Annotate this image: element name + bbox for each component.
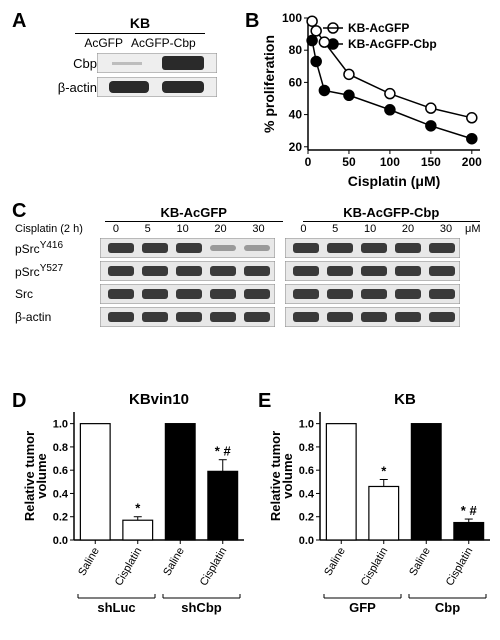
svg-text:0.2: 0.2 (299, 512, 314, 524)
blot-strip (100, 284, 275, 304)
dose-label: 0 (300, 223, 306, 235)
svg-text:Saline: Saline (76, 546, 102, 578)
panel-a-header: KB (55, 15, 225, 31)
svg-text:KBvin10: KBvin10 (129, 391, 189, 408)
panel-a-row0: Cbp (55, 56, 97, 71)
svg-text:0.2: 0.2 (53, 512, 68, 524)
svg-text:0.8: 0.8 (299, 442, 314, 454)
svg-text:60: 60 (289, 75, 303, 89)
dose-label: 30 (252, 223, 264, 235)
panel-c-right-header: KB-AcGFP-Cbp (298, 205, 486, 220)
svg-text:20: 20 (289, 140, 303, 154)
svg-text:0: 0 (305, 155, 312, 169)
svg-text:Cisplatin: Cisplatin (113, 546, 144, 589)
panel-c-unit: μM (465, 223, 485, 235)
svg-text:volume: volume (280, 453, 295, 499)
svg-text:0.4: 0.4 (299, 488, 315, 500)
svg-text:0.6: 0.6 (299, 465, 314, 477)
panel-c-row-label: pSrcY527 (15, 263, 100, 279)
figure: A KB AcGFP AcGFP-Cbp Cbp β-actin B 20 40 6… (10, 10, 490, 630)
svg-text:Cbp: Cbp (435, 600, 460, 615)
svg-text:GFP: GFP (349, 600, 376, 615)
svg-text:100: 100 (282, 11, 302, 25)
dose-label: 0 (113, 223, 119, 235)
panel-c-row-label: β-actin (15, 310, 100, 324)
svg-text:Cisplatin: Cisplatin (359, 546, 390, 589)
blot-strip (285, 238, 460, 258)
dose-label: 30 (440, 223, 452, 235)
svg-text:shLuc: shLuc (97, 600, 135, 615)
svg-text:0.8: 0.8 (53, 442, 68, 454)
svg-text:Cisplatin (μM): Cisplatin (μM) (348, 173, 441, 189)
svg-text:KB-AcGFP: KB-AcGFP (348, 21, 409, 35)
svg-text:Saline: Saline (407, 546, 433, 578)
dose-label: 20 (402, 223, 414, 235)
svg-text:volume: volume (34, 453, 49, 499)
panel-c-rowheader: Cisplatin (2 h) (15, 223, 100, 235)
dose-label: 5 (145, 223, 151, 235)
panel-b-chart: 20 40 60 80 100 0 50 100 150 200 Cisplatin (μM) % p… (260, 10, 490, 190)
panel-c-row-label: Src (15, 287, 100, 301)
blot-strip (100, 238, 275, 258)
svg-text:% proliferation: % proliferation (261, 35, 277, 133)
blot-strip (100, 307, 275, 327)
blot-strip (285, 261, 460, 281)
svg-text:200: 200 (462, 155, 482, 169)
svg-text:*: * (381, 463, 387, 478)
panel-a-row1: β-actin (55, 80, 97, 95)
blot-strip (285, 284, 460, 304)
dose-label: 10 (364, 223, 376, 235)
svg-text:Cisplatin: Cisplatin (444, 546, 475, 589)
blot-actin-a (97, 77, 217, 97)
svg-text:0.6: 0.6 (53, 465, 68, 477)
blot-cbp (97, 53, 217, 73)
panel-b-label: B (245, 10, 259, 33)
svg-text:KB-AcGFP-Cbp: KB-AcGFP-Cbp (348, 37, 437, 51)
svg-text:80: 80 (289, 43, 303, 57)
dose-label: 20 (214, 223, 226, 235)
blot-strip (100, 261, 275, 281)
svg-text:0.0: 0.0 (53, 535, 68, 547)
svg-text:Saline: Saline (322, 546, 348, 578)
panel-c-row-label: pSrcY416 (15, 240, 100, 256)
svg-text:150: 150 (421, 155, 441, 169)
panel-e-chart: KB0.00.20.40.60.81.0Relative tumorvolume… (268, 390, 498, 625)
blot-strip (285, 307, 460, 327)
panel-a-lane-1: AcGFP-Cbp (131, 36, 196, 50)
svg-text:50: 50 (342, 155, 356, 169)
panel-a-label: A (12, 10, 26, 33)
dose-label: 5 (332, 223, 338, 235)
svg-text:Saline: Saline (161, 546, 187, 578)
svg-text:Cisplatin: Cisplatin (198, 546, 229, 589)
panel-a-lane-0: AcGFP (84, 36, 123, 50)
svg-text:0.0: 0.0 (299, 535, 314, 547)
panel-c: KB-AcGFP KB-AcGFP-Cbp Cisplatin (2 h) 0 5… (15, 205, 485, 327)
svg-text:40: 40 (289, 108, 303, 122)
svg-text:1.0: 1.0 (53, 419, 68, 431)
svg-text:KB: KB (394, 391, 416, 408)
svg-text:1.0: 1.0 (299, 419, 314, 431)
panel-a: KB AcGFP AcGFP-Cbp Cbp β-actin (55, 15, 225, 97)
panel-d-chart: KBvin100.00.20.40.60.81.0Relative tumorv… (22, 390, 252, 625)
dose-label: 10 (176, 223, 188, 235)
svg-text:shCbp: shCbp (181, 600, 222, 615)
svg-text:* #: * # (461, 503, 478, 518)
svg-text:* #: * # (215, 444, 232, 459)
svg-text:0.4: 0.4 (53, 488, 69, 500)
svg-text:*: * (135, 501, 141, 516)
panel-c-left-header: KB-AcGFP (100, 205, 288, 220)
svg-text:100: 100 (380, 155, 400, 169)
